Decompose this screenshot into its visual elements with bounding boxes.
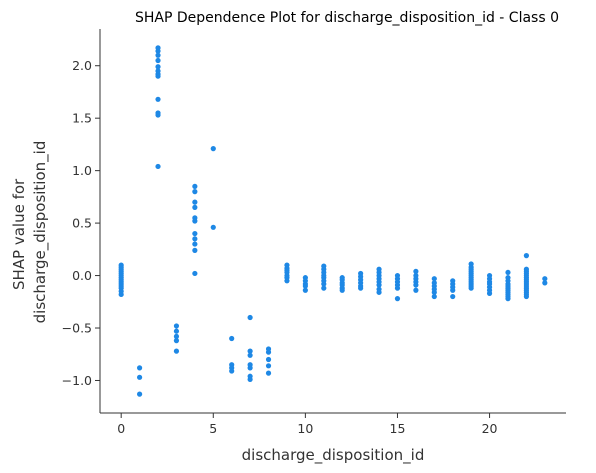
data-point [450,293,456,300]
data-point [413,282,419,288]
data-point [505,296,511,302]
data-point [210,146,216,152]
y-axis-label-line-2: discharge_disposition_id [31,141,50,324]
data-point [192,218,198,224]
data-point [486,290,493,296]
data-point [192,270,198,277]
data-point [192,241,198,247]
x-tick-label: 20 [482,421,498,436]
axes [99,29,566,414]
data-point [247,365,253,371]
x-axis-label: discharge_disposition_id [242,446,425,465]
data-point [265,363,272,369]
data-point [173,323,180,329]
data-point [394,285,401,291]
data-point [284,278,290,284]
data-point [302,283,308,289]
data-point [413,268,419,274]
y-axis-label-line-1: SHAP value for [10,178,28,290]
x-tick-label: 5 [209,421,217,436]
chart-title: SHAP Dependence Plot for discharge_dispo… [135,10,559,26]
data-point [321,281,327,287]
y-tick-label: 2.0 [72,58,92,73]
data-point [155,48,161,54]
data-point [173,333,180,340]
data-point [542,280,548,286]
x-tick-label: 0 [117,421,125,436]
y-ticks: −1.0 −0.5 0.0 0.5 1.0 1.5 2.0 [62,58,100,388]
data-point [192,189,198,195]
data-point [173,348,180,354]
data-point [210,224,216,230]
data-point [192,183,198,189]
data-point [155,112,161,118]
x-tick-label: 10 [297,421,313,436]
data-point [247,352,253,358]
data-point [192,204,198,210]
data-point [192,236,198,242]
data-point [450,287,456,293]
data-point [137,374,143,380]
data-point [523,293,530,300]
data-point [431,276,437,282]
data-point [394,296,401,302]
data-point [523,253,530,259]
data-point [155,96,161,102]
y-axis-label: SHAP value for discharge_disposition_id [10,141,50,324]
data-point [505,269,511,276]
data-point [137,391,143,397]
data-point [468,285,474,291]
data-point [376,282,382,288]
data-point [192,247,198,253]
data-point [431,293,437,300]
data-point [265,370,272,376]
data-point [192,199,198,205]
data-point [302,287,308,293]
y-tick-label: −1.0 [62,373,92,388]
y-tick-label: 1.5 [72,111,92,126]
data-point [413,287,419,293]
data-point [173,338,180,344]
data-point [321,285,327,291]
data-point [247,314,253,321]
y-tick-label: 0.5 [72,216,92,231]
y-tick-label: 0.0 [72,268,92,283]
data-point [137,365,143,371]
data-point [118,291,124,298]
y-tick-label: −0.5 [62,321,92,336]
data-point [358,285,364,291]
x-tick-label: 15 [390,421,406,436]
data-point [155,163,161,170]
y-tick-label: 1.0 [72,163,92,178]
data-point [265,349,272,355]
data-point [192,230,198,237]
data-point [229,335,235,342]
data-point [339,287,345,293]
data-point [229,368,235,374]
data-point [173,328,180,334]
data-point [542,276,548,282]
data-point [155,73,161,79]
data-point [155,52,161,58]
data-point [247,348,253,354]
x-ticks: 0 5 10 15 20 [117,413,498,436]
data-point [376,289,382,295]
data-point [247,376,253,383]
data-point [155,57,161,64]
data-point [155,64,161,70]
data-point [431,289,437,295]
scatter-points [118,45,548,397]
data-point [265,356,272,363]
